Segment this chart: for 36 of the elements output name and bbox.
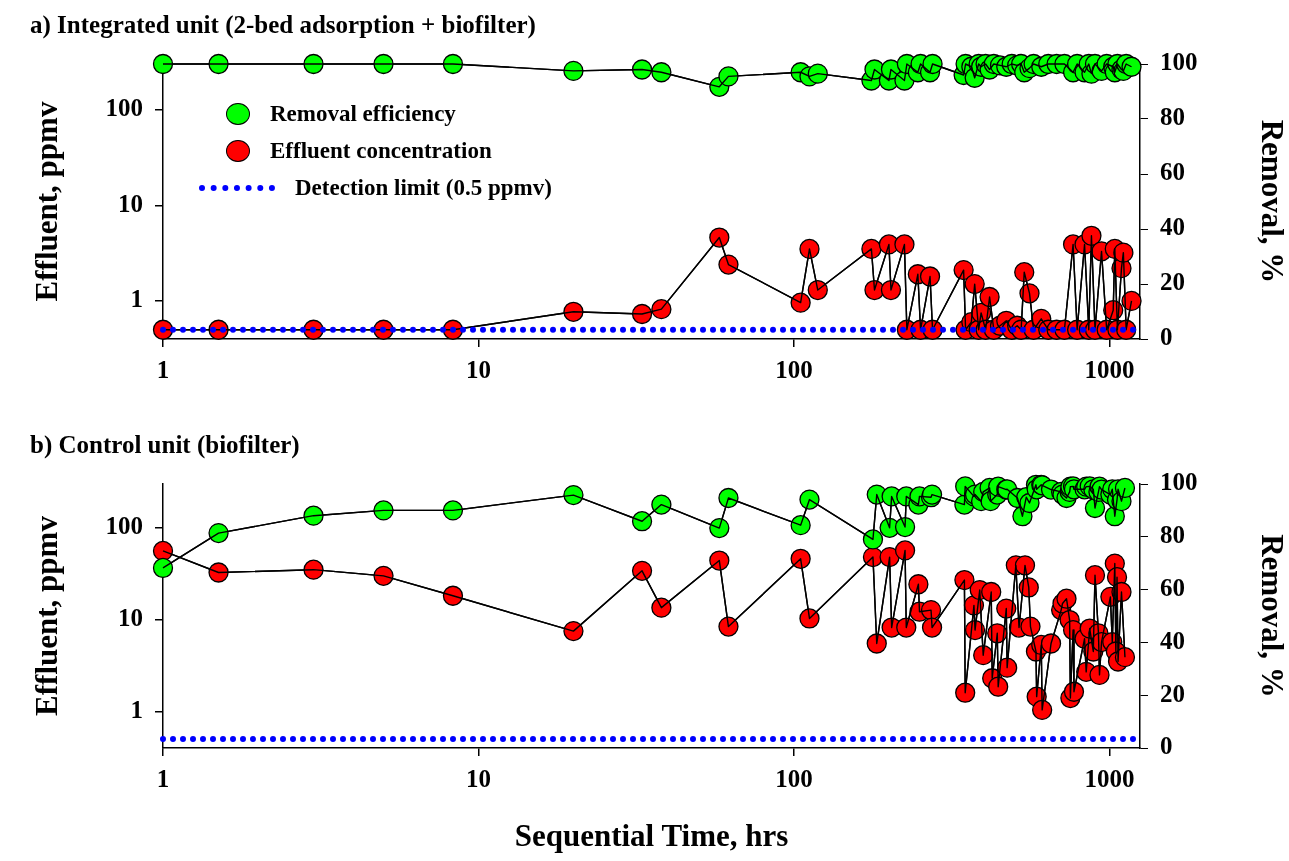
legend-label: Detection limit (0.5 ppmv) [295, 174, 552, 202]
y2-tick-label: 100 [1160, 48, 1198, 76]
y2-tick-label: 80 [1160, 521, 1185, 549]
y2-tick-label: 60 [1160, 158, 1185, 186]
y-axis-title: Effluent, ppmv [28, 515, 64, 716]
x-tick-label: 100 [775, 765, 813, 793]
x-tick-label: 1 [156, 356, 170, 384]
chart-title: a) Integrated unit (2-bed adsorption + biofilter) [30, 11, 536, 40]
y-tick-label: 10 [118, 189, 143, 217]
y-tick-label: 10 [118, 604, 143, 632]
y2-tick-label: 60 [1160, 574, 1185, 602]
y2-tick-label: 40 [1160, 213, 1185, 241]
legend-label: Removal efficiency [270, 100, 456, 128]
y2-tick-label: 20 [1160, 679, 1185, 707]
y2-tick-label: 80 [1160, 103, 1185, 131]
y2-tick-label: 40 [1160, 626, 1185, 654]
y2-tick-label: 20 [1160, 268, 1185, 296]
x-tick-label: 1000 [1084, 356, 1135, 384]
x-tick-label: 100 [775, 356, 813, 384]
x-tick-label: 1000 [1084, 765, 1135, 793]
y-tick-label: 100 [105, 512, 143, 540]
y2-tick-label: 0 [1160, 323, 1173, 351]
x-tick-label: 10 [465, 765, 491, 793]
y-tick-label: 100 [105, 94, 143, 122]
x-tick-label: 1 [156, 765, 170, 793]
y2-tick-label: 100 [1160, 468, 1198, 496]
y-tick-label: 1 [130, 285, 143, 313]
x-tick-label: 10 [465, 356, 491, 384]
y2-axis-title: Removal, % [1255, 119, 1289, 284]
legend-label: Effluent concentration [270, 137, 492, 165]
y2-axis-title: Removal, % [1255, 534, 1289, 698]
y2-tick-label: 0 [1160, 732, 1173, 760]
x-axis-title: Sequential Time, hrs [514, 818, 789, 854]
y-axis-title: Effluent, ppmv [28, 101, 64, 302]
chart-title: b) Control unit (biofilter) [30, 431, 300, 460]
y-tick-label: 1 [130, 695, 143, 723]
